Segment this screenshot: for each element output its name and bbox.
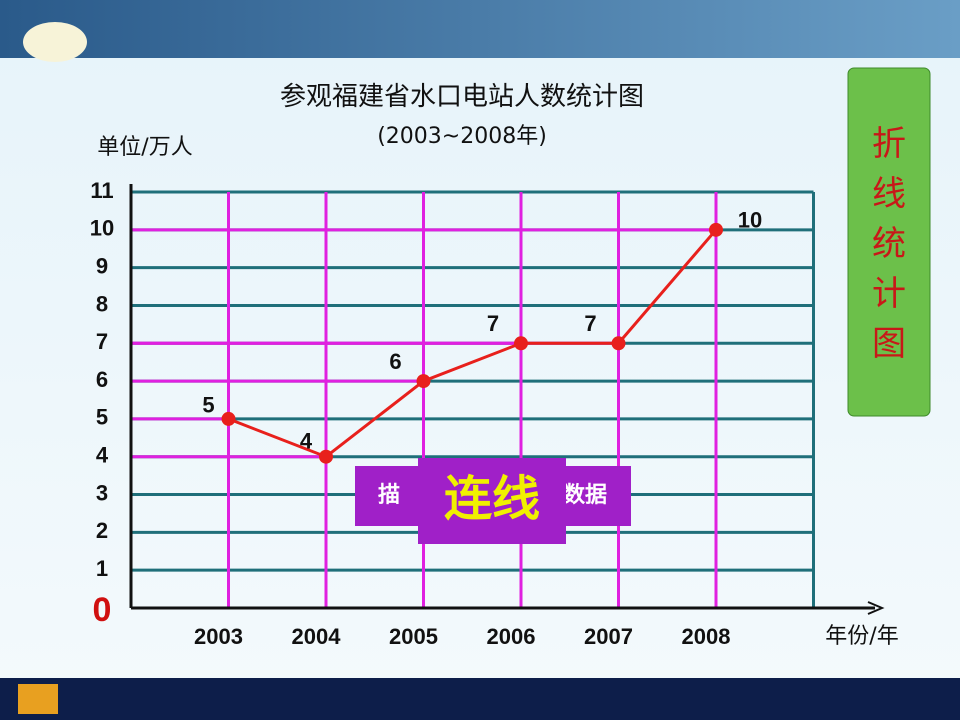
annotation-back-text: 描	[378, 483, 400, 508]
x-axis-arrow	[867, 601, 885, 615]
annotation-front-box	[418, 458, 566, 544]
data-label: 4	[300, 429, 313, 454]
y-tick-label: 7	[96, 329, 108, 354]
y-tick-label: 5	[96, 405, 108, 430]
y-tick-label: 4	[96, 443, 109, 468]
y-tick-label: 2	[96, 518, 108, 543]
x-tick-label: 2005	[389, 624, 438, 649]
data-label: 7	[487, 311, 499, 336]
x-tick-label: 2003	[194, 624, 243, 649]
book-icon	[23, 22, 87, 62]
annotation-back-text: 数据	[563, 482, 607, 508]
y-tick-label: 9	[96, 253, 108, 278]
data-point	[611, 336, 626, 351]
data-point	[416, 374, 431, 389]
y-tick-label: 1	[96, 556, 108, 581]
x-tick-label: 2008	[682, 624, 731, 649]
data-label: 5	[202, 393, 214, 418]
data-label: 6	[389, 349, 401, 374]
y-tick-label: 3	[96, 480, 108, 505]
data-point	[221, 411, 236, 426]
side-banner	[847, 67, 931, 417]
data-label: 10	[738, 208, 762, 233]
x-axis-label: 年份/年	[825, 624, 898, 649]
y-tick-label: 8	[96, 291, 108, 316]
data-line	[227, 228, 718, 459]
x-tick-label: 2007	[584, 624, 633, 649]
cap-icon	[18, 684, 58, 714]
data-point	[514, 336, 528, 351]
data-point	[319, 449, 333, 464]
side-banner-text: 折线统计图	[872, 124, 906, 364]
bottom-band	[0, 678, 960, 720]
chart-title: 参观福建省水口电站人数统计图	[280, 82, 644, 112]
x-tick-label: 2004	[292, 624, 342, 649]
y-tick-label: 10	[90, 216, 114, 241]
y-tick-label: 6	[96, 367, 108, 392]
top-band	[0, 0, 960, 58]
x-tick-label: 2006	[487, 624, 536, 649]
annotation-front-text: 连线	[444, 471, 540, 527]
y-tick-label: 0	[93, 591, 112, 629]
y-tick-label: 11	[90, 178, 113, 203]
data-point	[709, 222, 723, 237]
chart-subtitle: (2003~2008年)	[377, 124, 547, 149]
data-label: 7	[584, 311, 596, 336]
y-axis-label: 单位/万人	[97, 135, 192, 160]
